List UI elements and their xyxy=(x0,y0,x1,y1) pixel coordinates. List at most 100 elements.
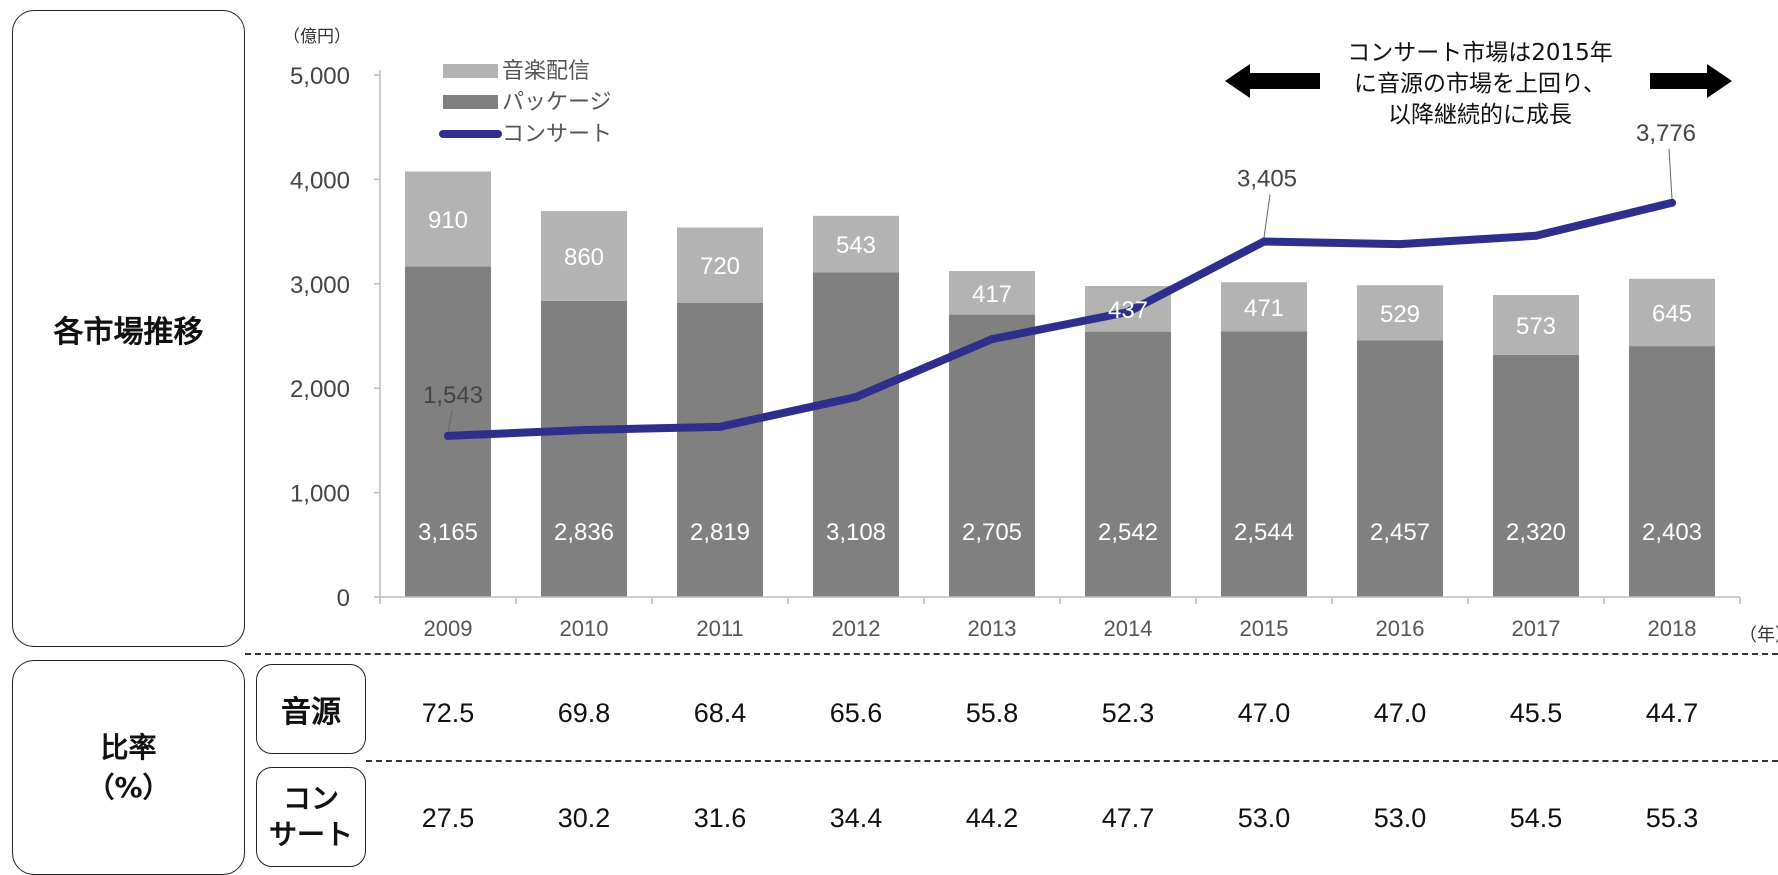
bar-distribution xyxy=(1357,285,1443,341)
bar-package xyxy=(813,272,899,597)
bar-package xyxy=(1629,346,1715,597)
ratio-cell-audio-source: 69.8 xyxy=(557,698,611,728)
bar-package-label: 2,705 xyxy=(962,519,1022,546)
y-tick-label: 0 xyxy=(337,585,350,612)
bar-package-label: 2,457 xyxy=(1370,519,1430,546)
bar-distribution xyxy=(1221,282,1307,332)
bar-package xyxy=(1221,331,1307,597)
legend-swatch-distribution xyxy=(443,64,498,78)
concert-point-label: 3,776 xyxy=(1636,120,1696,147)
bar-distribution xyxy=(1629,278,1715,347)
concert-point xyxy=(1260,237,1268,246)
bar-package-label: 2,836 xyxy=(554,519,614,546)
bar-package-label: 3,165 xyxy=(418,519,478,546)
x-tick-label: 2011 xyxy=(696,616,743,641)
x-tick-label: 2015 xyxy=(1240,616,1289,641)
annotation-line-3: 以降継続的に成長 xyxy=(1388,102,1572,128)
bar-package xyxy=(1357,340,1443,597)
ratio-cell-concert: 27.5 xyxy=(421,803,475,833)
ratio-cell-concert: 53.0 xyxy=(1237,803,1291,833)
bar-distribution-label: 529 xyxy=(1380,301,1420,328)
x-tick-label: 2010 xyxy=(560,616,609,641)
ratio-cell-audio-source: 72.5 xyxy=(421,698,475,728)
y-axis-unit-label: （億円） xyxy=(283,27,351,47)
concert-point xyxy=(1532,231,1540,240)
ratio-cell-concert: 54.5 xyxy=(1509,803,1563,833)
bar-package-label: 2,320 xyxy=(1506,519,1566,546)
concert-point xyxy=(716,422,724,431)
row-label-concert-line-1: コン xyxy=(282,782,339,815)
annotation-line-1: コンサート市場は2015年 xyxy=(1347,40,1613,66)
ratio-label-line-2: （%） xyxy=(86,770,171,804)
concert-point xyxy=(852,393,860,402)
concert-point xyxy=(1124,307,1132,316)
ratio-cell-concert: 30.2 xyxy=(557,803,611,833)
row-label-audio-source-text: 音源 xyxy=(281,695,341,730)
x-tick-label: 2017 xyxy=(1512,616,1561,641)
x-tick-label: 2013 xyxy=(968,616,1017,641)
ratio-cell-audio-source: 44.7 xyxy=(1645,698,1699,728)
ratio-cell-audio-source: 52.3 xyxy=(1101,698,1155,728)
legend-label-concert: コンサート xyxy=(502,122,612,147)
concert-point xyxy=(580,425,588,434)
ratio-cell-concert: 34.4 xyxy=(829,803,883,833)
x-tick-label: 2012 xyxy=(832,616,881,641)
annotation-line-2: に音源の市場を上回り、 xyxy=(1353,71,1607,97)
bar-package-label: 2,544 xyxy=(1234,519,1294,546)
legend-label-distribution: 音楽配信 xyxy=(502,59,590,84)
axis-layer: 0 1,000 2,000 3,000 4,000 5,000 2009 2010 2011 20… xyxy=(283,27,1778,646)
label-layer: 3,165 910 2,836 860 2,819 720 3,108 543 2,705 417… xyxy=(418,120,1702,546)
bar-package xyxy=(1085,331,1171,597)
y-tick-label: 1,000 xyxy=(290,481,350,508)
bar-package xyxy=(949,314,1035,597)
ratio-cell-audio-source: 45.5 xyxy=(1509,698,1563,728)
concert-label-leader xyxy=(1668,148,1673,199)
legend-label-package: パッケージ xyxy=(502,90,612,115)
y-tick-label: 4,000 xyxy=(290,167,350,194)
section-label-market-trend-text: 各市場推移 xyxy=(53,314,204,350)
divider-table-rows xyxy=(366,760,1778,762)
x-tick-label: 2009 xyxy=(424,616,473,641)
bar-distribution xyxy=(949,271,1035,315)
legend-swatch-package xyxy=(443,95,498,109)
concert-point xyxy=(1396,240,1404,249)
annotation-text: コンサート市場は2015年 に音源の市場を上回り、 以降継続的に成長 xyxy=(1325,38,1635,131)
ratio-cell-audio-source: 55.8 xyxy=(965,698,1019,728)
section-label-ratio: 比率 （%） xyxy=(12,660,245,875)
bar-distribution-label: 417 xyxy=(972,281,1012,308)
line-layer xyxy=(444,198,1676,440)
y-tick-label: 3,000 xyxy=(290,272,350,299)
x-tick-label: 2014 xyxy=(1104,616,1153,641)
row-label-audio-source: 音源 xyxy=(256,664,366,754)
ratio-cell-concert: 55.3 xyxy=(1645,803,1699,833)
concert-label-leader xyxy=(447,410,453,433)
right-arrow-icon xyxy=(1650,64,1732,98)
y-tick-label: 5,000 xyxy=(290,63,350,90)
bar-distribution xyxy=(813,215,899,273)
ratio-cell-audio-source: 68.4 xyxy=(693,698,747,728)
bar-distribution xyxy=(1493,294,1579,355)
section-label-market-trend: 各市場推移 xyxy=(12,10,245,647)
bars-layer xyxy=(405,171,1715,597)
y-tick-label: 2,000 xyxy=(290,376,350,403)
concert-point-label: 3,405 xyxy=(1237,166,1297,193)
bar-distribution-label: 437 xyxy=(1108,297,1148,324)
bar-distribution-label: 720 xyxy=(700,253,740,280)
ratio-cell-concert: 31.6 xyxy=(693,803,747,833)
ratio-cell-audio-source: 47.0 xyxy=(1237,698,1291,728)
x-tick-label: 2018 xyxy=(1648,616,1697,641)
bar-package xyxy=(541,300,627,597)
bar-distribution-label: 910 xyxy=(428,207,468,234)
ratio-cell-audio-source: 47.0 xyxy=(1373,698,1427,728)
annotation-arrows xyxy=(1225,64,1732,98)
left-arrow-icon xyxy=(1225,64,1320,98)
bar-package-label: 2,403 xyxy=(1642,519,1702,546)
concert-point-label: 1,543 xyxy=(423,382,483,409)
divider-chart-table xyxy=(245,653,1778,655)
bar-distribution-label: 860 xyxy=(564,244,604,271)
concert-line xyxy=(444,198,1676,440)
bar-package xyxy=(1493,354,1579,597)
bar-distribution xyxy=(541,211,627,301)
